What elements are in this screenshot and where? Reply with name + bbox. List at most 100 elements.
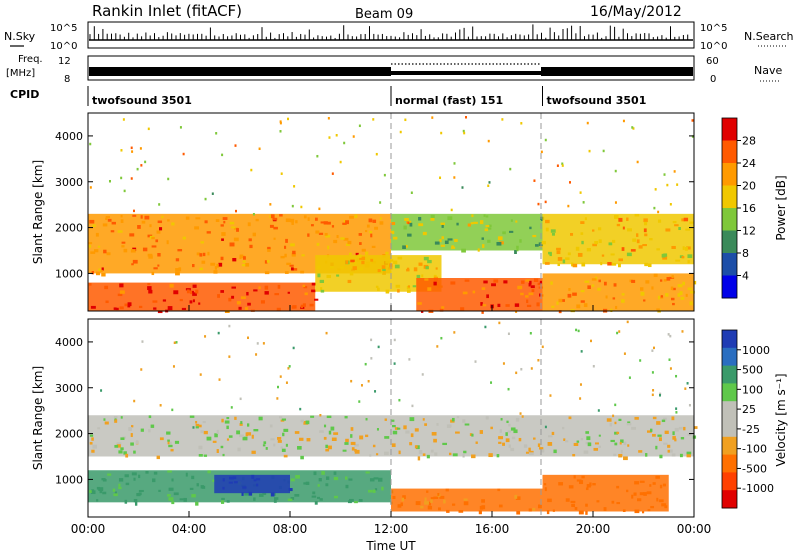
power-speckle bbox=[317, 273, 321, 278]
power-scatter-point bbox=[439, 176, 442, 180]
power-scatter-point bbox=[372, 118, 375, 121]
power-speckle bbox=[665, 293, 669, 297]
velocity-speckle bbox=[514, 494, 518, 499]
power-speckle bbox=[192, 299, 195, 303]
power-speckle bbox=[580, 221, 585, 224]
velocity-speckle bbox=[650, 428, 653, 432]
power-speckle bbox=[397, 289, 400, 293]
power-speckle bbox=[117, 230, 123, 233]
velocity-scatter-point bbox=[590, 339, 593, 343]
power-speckle bbox=[95, 232, 99, 237]
power-speckle bbox=[531, 289, 535, 293]
velocity-speckle bbox=[354, 448, 357, 452]
velocity-speckle bbox=[131, 472, 137, 476]
power-speckle bbox=[424, 278, 429, 281]
power-speckle bbox=[300, 270, 305, 274]
power-speckle bbox=[499, 241, 504, 245]
velocity-speckle bbox=[312, 491, 316, 495]
power-scatter-point bbox=[130, 177, 133, 180]
velocity-speckle bbox=[251, 434, 254, 439]
velocity-speckle bbox=[328, 430, 332, 435]
power-speckle bbox=[550, 281, 553, 285]
velocity-speckle bbox=[345, 438, 349, 443]
power-speckle bbox=[224, 310, 230, 313]
velocity-speckle bbox=[222, 478, 225, 482]
power-speckle bbox=[586, 248, 592, 252]
power-scatter-point bbox=[316, 154, 319, 158]
velocity-speckle bbox=[376, 453, 379, 456]
power-speckle bbox=[608, 242, 613, 246]
velocity-scatter-point bbox=[651, 371, 654, 374]
velocity-speckle bbox=[167, 440, 170, 445]
power-speckle bbox=[610, 308, 613, 313]
velocity-scatter-point bbox=[140, 368, 143, 371]
power-speckle bbox=[377, 269, 381, 273]
velocity-speckle bbox=[652, 433, 656, 437]
power-speckle bbox=[600, 262, 603, 266]
velocity-speckle bbox=[401, 497, 405, 502]
nsky-tick-top: 10^5 bbox=[50, 23, 77, 34]
velocity-speckle bbox=[479, 505, 484, 510]
velocity-ylabel: Slant Range [km] bbox=[31, 366, 45, 470]
cpid-segment-label-1: normal (fast) 151 bbox=[395, 94, 503, 107]
velocity-speckle bbox=[547, 442, 553, 446]
power-colorbar-swatch-2 bbox=[722, 163, 737, 186]
velocity-speckle bbox=[659, 484, 663, 489]
power-speckle bbox=[252, 232, 257, 237]
velocity-speckle bbox=[191, 494, 196, 498]
velocity-speckle bbox=[458, 510, 464, 513]
power-speckle bbox=[201, 260, 206, 264]
velocity-speckle bbox=[683, 426, 686, 431]
power-scatter-point bbox=[139, 147, 142, 150]
velocity-speckle bbox=[237, 447, 241, 452]
velocity-speckle bbox=[350, 427, 354, 431]
power-speckle bbox=[540, 216, 545, 220]
power-speckle bbox=[147, 253, 153, 257]
velocity-speckle bbox=[236, 430, 241, 435]
velocity-speckle bbox=[216, 429, 219, 434]
velocity-speckle bbox=[159, 437, 164, 441]
power-speckle bbox=[567, 252, 571, 256]
velocity-speckle bbox=[606, 418, 612, 422]
velocity-scatter-point bbox=[218, 378, 221, 381]
power-speckle bbox=[406, 289, 411, 293]
power-speckle bbox=[100, 269, 103, 272]
velocity-scatter-point bbox=[173, 341, 176, 345]
power-speckle bbox=[615, 305, 618, 309]
power-speckle bbox=[255, 218, 259, 222]
power-speckle bbox=[515, 220, 518, 223]
power-speckle bbox=[307, 217, 310, 221]
power-speckle bbox=[236, 228, 240, 232]
velocity-scatter-point bbox=[228, 324, 231, 328]
velocity-speckle bbox=[323, 424, 327, 428]
power-speckle bbox=[657, 219, 662, 223]
power-speckle bbox=[345, 220, 350, 225]
velocity-speckle bbox=[392, 425, 396, 428]
power-speckle bbox=[562, 259, 566, 264]
velocity-speckle bbox=[633, 492, 637, 496]
velocity-speckle bbox=[426, 454, 430, 459]
power-scatter-point bbox=[234, 209, 237, 213]
power-scatter-point bbox=[136, 167, 139, 171]
velocity-speckle bbox=[424, 423, 428, 426]
power-scatter-point bbox=[453, 176, 456, 179]
power-speckle bbox=[644, 221, 648, 226]
velocity-speckle bbox=[167, 439, 170, 442]
power-speckle bbox=[525, 295, 529, 298]
power-speckle bbox=[191, 264, 195, 268]
velocity-speckle bbox=[451, 417, 455, 422]
power-speckle bbox=[592, 229, 595, 232]
velocity-speckle bbox=[663, 442, 668, 445]
power-speckle bbox=[92, 224, 96, 228]
velocity-scatter-point bbox=[171, 408, 174, 412]
velocity-speckle bbox=[153, 471, 158, 475]
velocity-speckle bbox=[325, 444, 328, 449]
velocity-colorbar-tick-label: -500 bbox=[742, 462, 767, 475]
velocity-speckle bbox=[344, 442, 349, 445]
velocity-speckle bbox=[365, 471, 370, 474]
velocity-speckle bbox=[349, 498, 354, 502]
power-speckle bbox=[162, 299, 167, 302]
velocity-speckle bbox=[463, 501, 469, 506]
velocity-speckle bbox=[300, 419, 304, 423]
velocity-colorbar: 1000 500 100 25 -25 -100 -500 -1000 Velocity [m… bbox=[721, 329, 788, 509]
